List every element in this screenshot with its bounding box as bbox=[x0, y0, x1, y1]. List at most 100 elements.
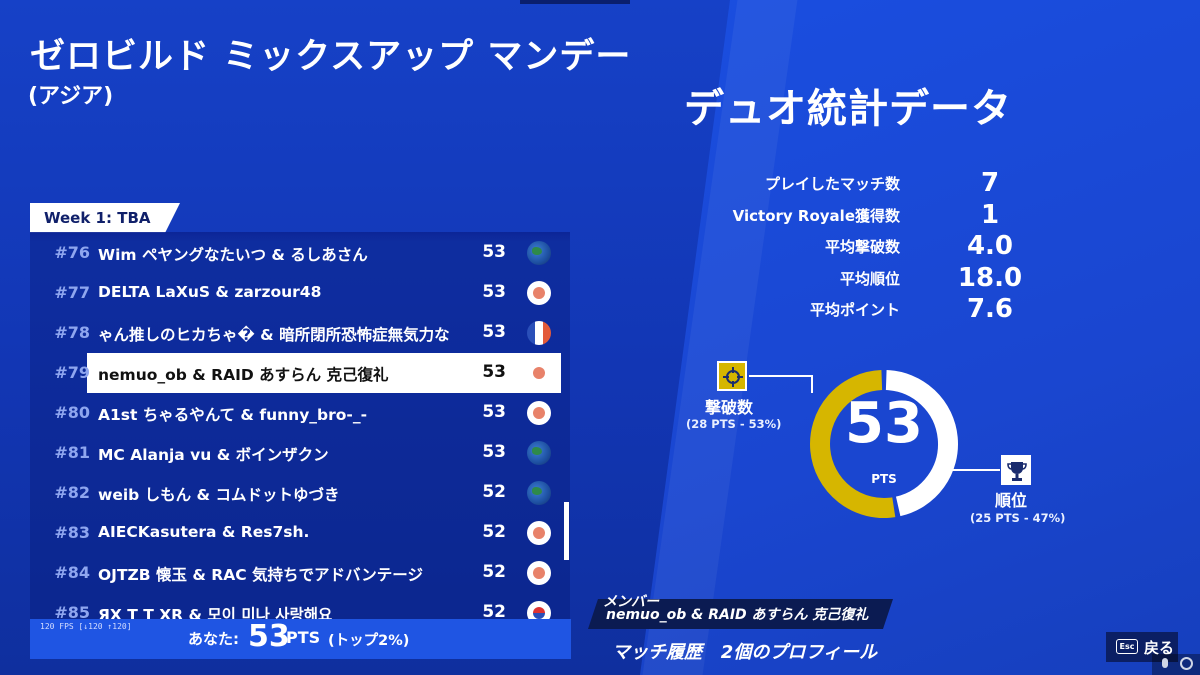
status-ring-icon bbox=[1180, 657, 1193, 670]
row-points: 52 bbox=[482, 522, 506, 542]
fps-counter: 120 FPS [↓120 ↑120] bbox=[40, 622, 132, 631]
leaderboard-row[interactable]: #82 weib しもん & コムドットゆづき 52 bbox=[30, 473, 570, 513]
your-score-unit: PTS bbox=[286, 628, 321, 647]
stat-label: 平均順位 bbox=[839, 269, 900, 288]
microphone-icon bbox=[1162, 658, 1168, 668]
top-accent bbox=[520, 0, 630, 4]
stat-value: 7 bbox=[980, 168, 1000, 198]
stat-value: 1 bbox=[980, 199, 1000, 230]
row-points: 53 bbox=[482, 282, 506, 302]
row-points: 52 bbox=[482, 602, 506, 622]
leaderboard-row[interactable]: #81 MC Alanja vu & ボインザクン 53 bbox=[30, 433, 570, 473]
stat-label: プレイしたマッチ数 bbox=[764, 175, 900, 193]
row-team-name: DELTA LaXuS & zarzour48 bbox=[98, 283, 322, 301]
stat-label: 平均撃破数 bbox=[824, 238, 900, 256]
row-team-name: AIECKasutera & Res7sh. bbox=[98, 523, 310, 541]
stat-label: Victory Royale獲得数 bbox=[732, 206, 900, 225]
tab-week-1[interactable]: Week 1: TBA bbox=[30, 203, 180, 233]
leaderboard-list: #76 Wim ペヤングなたいつ & るしあさん 53 #77 DELTA LaXuS … bbox=[30, 233, 570, 624]
row-rank: #77 bbox=[54, 283, 90, 302]
row-points: 53 bbox=[482, 362, 506, 382]
stat-value: 7.6 bbox=[966, 294, 1014, 324]
trophy-icon bbox=[1001, 455, 1031, 485]
row-points: 52 bbox=[482, 482, 506, 502]
member-tag: メンバー bbox=[603, 594, 659, 610]
leaderboard-scrollbar[interactable] bbox=[564, 502, 569, 560]
crosshair-icon bbox=[717, 361, 747, 391]
stat-value: 4.0 bbox=[966, 231, 1014, 261]
placement-detail: (25 PTS - 47%) bbox=[970, 511, 1066, 525]
row-rank: #82 bbox=[54, 483, 90, 502]
row-points: 53 bbox=[482, 322, 506, 342]
globe-icon bbox=[527, 441, 551, 465]
donut-total: 53 bbox=[845, 391, 923, 456]
your-score-rank: (トップ2%) bbox=[328, 633, 410, 649]
korea-flag-icon bbox=[527, 601, 551, 624]
leaderboard-row[interactable]: #84 OJTZB 懐玉 & RAC 気持ちでアドバンテージ 52 bbox=[30, 553, 570, 593]
leaderboard-row[interactable]: #78 ゃん推しのヒカちゃ� & 暗所閉所恐怖症無気力な 53 bbox=[30, 313, 570, 353]
placement-arc bbox=[885, 370, 958, 517]
back-button[interactable]: Esc 戻る bbox=[1106, 632, 1178, 662]
row-team-name: nemuo_ob & RAID あすらん 克己復礼 bbox=[98, 366, 389, 384]
row-team-name: A1st ちゃるやんて & funny_bro-_- bbox=[98, 406, 368, 424]
row-rank: #80 bbox=[54, 403, 90, 422]
stat-row: Victory Royale獲得数 1 bbox=[690, 200, 1070, 232]
match-history-links[interactable]: マッチ履歴 2個のプロフィール bbox=[612, 642, 877, 663]
globe-icon bbox=[527, 241, 551, 265]
region-icon bbox=[527, 561, 551, 585]
row-rank: #76 bbox=[54, 243, 90, 262]
donut-unit: PTS bbox=[871, 472, 897, 486]
leaderboard-row[interactable]: #80 A1st ちゃるやんて & funny_bro-_- 53 bbox=[30, 393, 570, 433]
row-team-name: MC Alanja vu & ボインザクン bbox=[98, 446, 329, 464]
row-rank: #78 bbox=[54, 323, 90, 342]
row-rank: #81 bbox=[54, 443, 90, 462]
row-rank: #84 bbox=[54, 563, 90, 582]
placement-label: 順位 bbox=[995, 491, 1028, 510]
row-team-name: weib しもん & コムドットゆづき bbox=[98, 486, 340, 504]
stat-row: 平均撃破数 4.0 bbox=[690, 231, 1070, 263]
row-points: 53 bbox=[482, 242, 506, 262]
leaderboard-row[interactable]: #79 nemuo_ob & RAID あすらん 克己復礼 53 bbox=[30, 353, 570, 393]
row-team-name: OJTZB 懐玉 & RAC 気持ちでアドバンテージ bbox=[98, 566, 423, 584]
row-team-name: ゃん推しのヒカちゃ� & 暗所閉所恐怖症無気力な bbox=[98, 326, 450, 344]
row-points: 52 bbox=[482, 562, 506, 582]
region-icon bbox=[527, 401, 551, 425]
france-flag-icon bbox=[527, 321, 551, 345]
region-icon bbox=[527, 281, 551, 305]
page-subtitle: (アジア) bbox=[28, 84, 114, 109]
row-points: 53 bbox=[482, 442, 506, 462]
stats-list: プレイしたマッチ数 7 Victory Royale獲得数 1 平均撃破数 4.… bbox=[690, 168, 1070, 326]
row-team-name: Wim ペヤングなたいつ & るしあさん bbox=[98, 246, 368, 264]
row-rank: #83 bbox=[54, 523, 90, 542]
row-rank: #85 bbox=[54, 603, 90, 622]
stat-row: 平均順位 18.0 bbox=[690, 263, 1070, 295]
esc-key-icon: Esc bbox=[1116, 639, 1138, 654]
donut-chart bbox=[810, 370, 958, 518]
leaderboard-row[interactable]: #77 DELTA LaXuS & zarzour48 53 bbox=[30, 273, 570, 313]
placement-connector bbox=[952, 469, 1000, 471]
region-icon bbox=[527, 521, 551, 545]
donut-center bbox=[820, 380, 948, 508]
system-tray bbox=[1152, 654, 1200, 675]
stat-value: 18.0 bbox=[957, 262, 1023, 293]
your-score-points: 53 bbox=[248, 619, 290, 654]
points-donut: 53 PTS bbox=[808, 368, 960, 520]
leaderboard-row[interactable]: #76 Wim ペヤングなたいつ & るしあさん 53 bbox=[30, 233, 570, 273]
stats-background bbox=[640, 0, 1200, 675]
region-icon bbox=[527, 361, 551, 385]
row-points: 53 bbox=[482, 402, 506, 422]
selected-row-highlight bbox=[87, 353, 561, 393]
leaderboard-row[interactable]: #83 AIECKasutera & Res7sh. 52 bbox=[30, 513, 570, 553]
page-title: ゼロビルド ミックスアップ マンデー bbox=[30, 37, 632, 77]
stat-row: 平均ポイント 7.6 bbox=[690, 294, 1070, 326]
globe-icon bbox=[527, 481, 551, 505]
elims-detail: (28 PTS - 53%) bbox=[686, 417, 782, 431]
elims-label: 撃破数 bbox=[705, 398, 754, 417]
your-score-bar: あなた: 53 PTS (トップ2%) bbox=[30, 619, 571, 659]
your-score-label: あなた: bbox=[188, 630, 239, 648]
member-band bbox=[588, 599, 893, 629]
back-label: 戻る bbox=[1144, 639, 1175, 657]
member-name[interactable]: nemuo_ob & RAID あすらん 克己復礼 bbox=[606, 607, 869, 623]
leaderboard-fade bbox=[30, 232, 570, 242]
elims-connector bbox=[749, 375, 811, 377]
